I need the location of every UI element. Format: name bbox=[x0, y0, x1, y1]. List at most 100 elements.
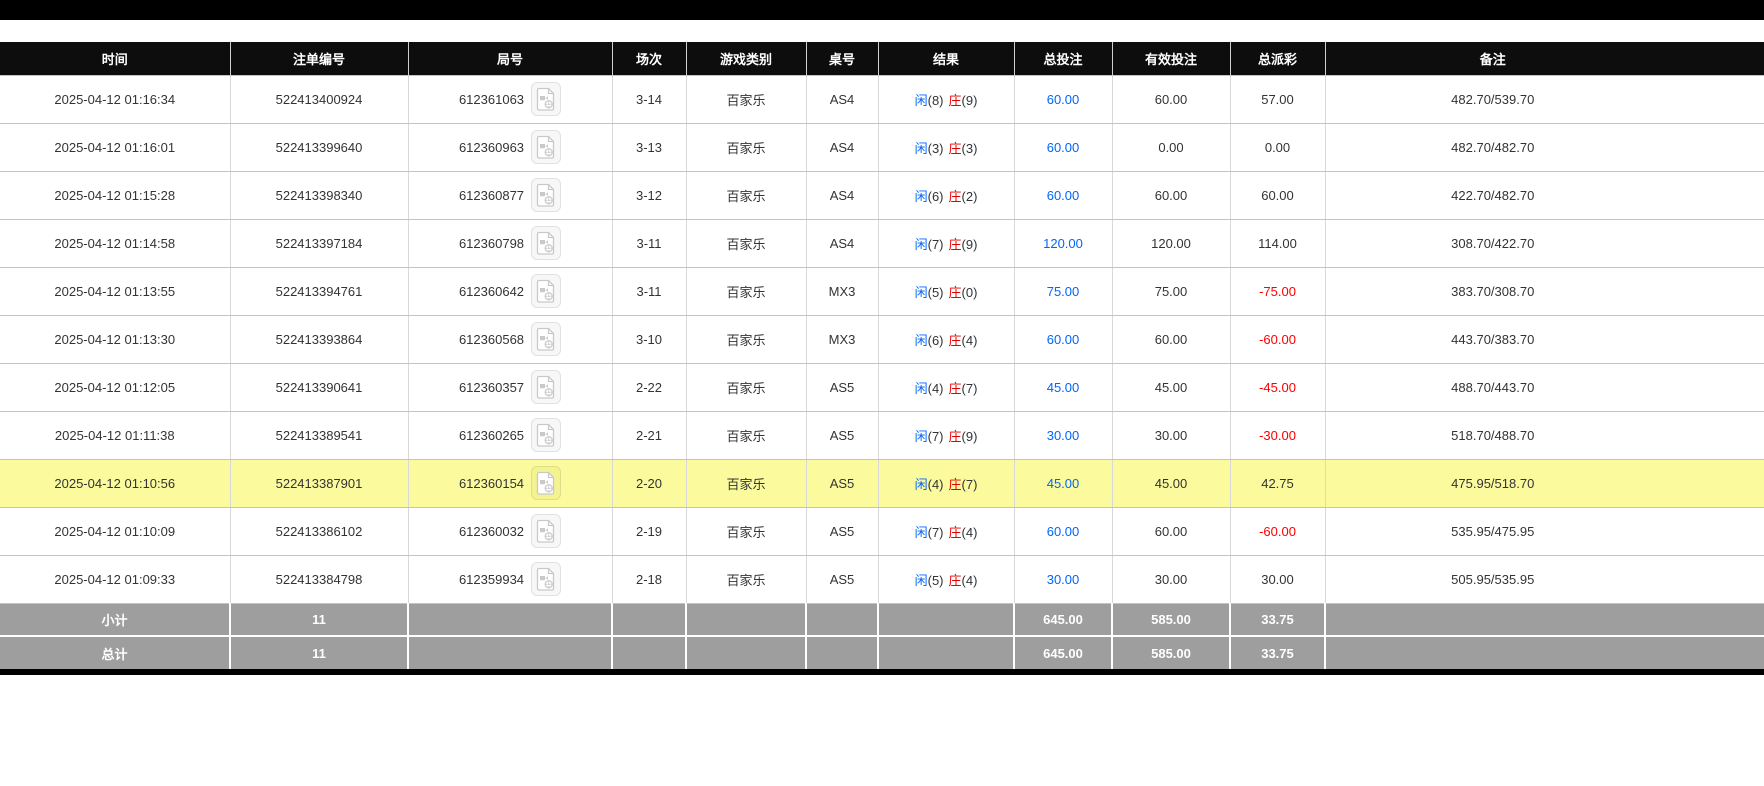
result-banker: 庄(3) bbox=[948, 140, 978, 156]
cell-bet-id: 522413384798 bbox=[230, 555, 409, 604]
summary-payout: 33.75 bbox=[1230, 635, 1326, 669]
cell-remark: 488.70/443.70 bbox=[1325, 363, 1764, 412]
cell-total-bet: 60.00 bbox=[1014, 507, 1113, 556]
cell-remark: 482.70/482.70 bbox=[1325, 123, 1764, 172]
result-player: 闲(8) bbox=[914, 92, 944, 108]
summary-row: 小计 11 645.00 585.00 33.75 bbox=[0, 603, 1764, 636]
cell-payout: -75.00 bbox=[1230, 267, 1326, 316]
cell-round: 612360357 bbox=[408, 363, 613, 412]
cell-table-id: AS5 bbox=[806, 411, 879, 460]
cell-valid-bet: 120.00 bbox=[1112, 219, 1231, 268]
summary-row: 总计 11 645.00 585.00 33.75 bbox=[0, 635, 1764, 669]
table-row[interactable]: 2025-04-12 01:14:58 522413397184 6123607… bbox=[0, 219, 1764, 268]
cell-result: 闲(3) 庄(3) bbox=[878, 123, 1015, 172]
cell-bet-id: 522413400924 bbox=[230, 74, 409, 124]
cell-total-bet: 45.00 bbox=[1014, 363, 1113, 412]
top-spacer bbox=[0, 20, 1764, 42]
video-replay-button[interactable] bbox=[531, 322, 562, 356]
result-banker: 庄(4) bbox=[948, 572, 978, 588]
cell-payout: 57.00 bbox=[1230, 74, 1326, 124]
cell-remark: 482.70/539.70 bbox=[1325, 74, 1764, 124]
video-replay-button[interactable] bbox=[531, 370, 562, 404]
cell-total-bet: 60.00 bbox=[1014, 74, 1113, 124]
result-banker: 庄(9) bbox=[948, 92, 978, 108]
cell-bet-id: 522413397184 bbox=[230, 219, 409, 268]
cell-round: 612361063 bbox=[408, 74, 613, 124]
table-row[interactable]: 2025-04-12 01:13:55 522413394761 6123606… bbox=[0, 267, 1764, 316]
round-id: 612360265 bbox=[458, 427, 525, 443]
cell-total-bet: 75.00 bbox=[1014, 267, 1113, 316]
film-document-icon bbox=[536, 471, 556, 495]
table-row[interactable]: 2025-04-12 01:16:34 522413400924 6123610… bbox=[0, 74, 1764, 124]
cell-table-id: MX3 bbox=[806, 267, 879, 316]
video-replay-button[interactable] bbox=[531, 130, 562, 164]
video-replay-button[interactable] bbox=[531, 178, 562, 212]
cell-payout: 30.00 bbox=[1230, 555, 1326, 604]
cell-payout: -45.00 bbox=[1230, 363, 1326, 412]
cell-game-type: 百家乐 bbox=[686, 74, 807, 124]
table-row[interactable]: 2025-04-12 01:15:28 522413398340 6123608… bbox=[0, 171, 1764, 220]
cell-table-id: AS5 bbox=[806, 459, 879, 508]
video-replay-button[interactable] bbox=[531, 514, 562, 548]
cell-result: 闲(8) 庄(9) bbox=[878, 74, 1015, 124]
result-player: 闲(5) bbox=[914, 284, 944, 300]
video-replay-button[interactable] bbox=[531, 466, 562, 500]
cell-total-bet: 60.00 bbox=[1014, 315, 1113, 364]
cell-table-id: MX3 bbox=[806, 315, 879, 364]
table-row[interactable]: 2025-04-12 01:10:09 522413386102 6123600… bbox=[0, 507, 1764, 556]
video-replay-button[interactable] bbox=[531, 82, 562, 116]
cell-result: 闲(6) 庄(2) bbox=[878, 171, 1015, 220]
cell-remark: 505.95/535.95 bbox=[1325, 555, 1764, 604]
bottom-black-bar bbox=[0, 669, 1764, 675]
video-replay-button[interactable] bbox=[531, 274, 562, 308]
video-replay-button[interactable] bbox=[531, 562, 562, 596]
round-id: 612361063 bbox=[458, 91, 525, 107]
cell-table-id: AS5 bbox=[806, 555, 879, 604]
cell-valid-bet: 30.00 bbox=[1112, 555, 1231, 604]
video-replay-button[interactable] bbox=[531, 418, 562, 452]
result-player: 闲(7) bbox=[914, 524, 944, 540]
cell-valid-bet: 0.00 bbox=[1112, 123, 1231, 172]
film-document-icon bbox=[536, 279, 556, 303]
cell-time: 2025-04-12 01:11:38 bbox=[0, 411, 231, 460]
cell-total-bet: 60.00 bbox=[1014, 123, 1113, 172]
cell-round: 612360154 bbox=[408, 459, 613, 508]
summary-valid-bet: 585.00 bbox=[1112, 635, 1231, 669]
table-row[interactable]: 2025-04-12 01:16:01 522413399640 6123609… bbox=[0, 123, 1764, 172]
summary-total-bet: 645.00 bbox=[1014, 603, 1113, 636]
cell-valid-bet: 60.00 bbox=[1112, 171, 1231, 220]
table-row[interactable]: 2025-04-12 01:13:30 522413393864 6123605… bbox=[0, 315, 1764, 364]
cell-table-id: AS5 bbox=[806, 507, 879, 556]
table-row[interactable]: 2025-04-12 01:12:05 522413390641 6123603… bbox=[0, 363, 1764, 412]
video-replay-button[interactable] bbox=[531, 226, 562, 260]
table-row[interactable]: 2025-04-12 01:10:56 522413387901 6123601… bbox=[0, 459, 1764, 508]
cell-time: 2025-04-12 01:13:30 bbox=[0, 315, 231, 364]
cell-total-bet: 30.00 bbox=[1014, 555, 1113, 604]
result-banker: 庄(0) bbox=[948, 284, 978, 300]
cell-game-type: 百家乐 bbox=[686, 459, 807, 508]
cell-game-type: 百家乐 bbox=[686, 363, 807, 412]
cell-remark: 383.70/308.70 bbox=[1325, 267, 1764, 316]
round-id: 612360877 bbox=[458, 187, 525, 203]
cell-bet-id: 522413387901 bbox=[230, 459, 409, 508]
cell-remark: 518.70/488.70 bbox=[1325, 411, 1764, 460]
cell-payout: -60.00 bbox=[1230, 315, 1326, 364]
cell-game-type: 百家乐 bbox=[686, 555, 807, 604]
result-player: 闲(7) bbox=[914, 428, 944, 444]
film-document-icon bbox=[536, 375, 556, 399]
cell-total-bet: 60.00 bbox=[1014, 171, 1113, 220]
cell-valid-bet: 60.00 bbox=[1112, 315, 1231, 364]
round-id: 612360154 bbox=[458, 475, 525, 491]
round-id: 612359934 bbox=[458, 571, 525, 587]
cell-time: 2025-04-12 01:13:55 bbox=[0, 267, 231, 316]
cell-payout: -30.00 bbox=[1230, 411, 1326, 460]
table-row[interactable]: 2025-04-12 01:11:38 522413389541 6123602… bbox=[0, 411, 1764, 460]
table-row[interactable]: 2025-04-12 01:09:33 522413384798 6123599… bbox=[0, 555, 1764, 604]
round-id: 612360357 bbox=[458, 379, 525, 395]
column-header: 总派彩 bbox=[1230, 42, 1326, 75]
result-player: 闲(4) bbox=[914, 380, 944, 396]
cell-payout: 0.00 bbox=[1230, 123, 1326, 172]
cell-result: 闲(7) 庄(9) bbox=[878, 411, 1015, 460]
cell-result: 闲(7) 庄(9) bbox=[878, 219, 1015, 268]
cell-valid-bet: 45.00 bbox=[1112, 459, 1231, 508]
